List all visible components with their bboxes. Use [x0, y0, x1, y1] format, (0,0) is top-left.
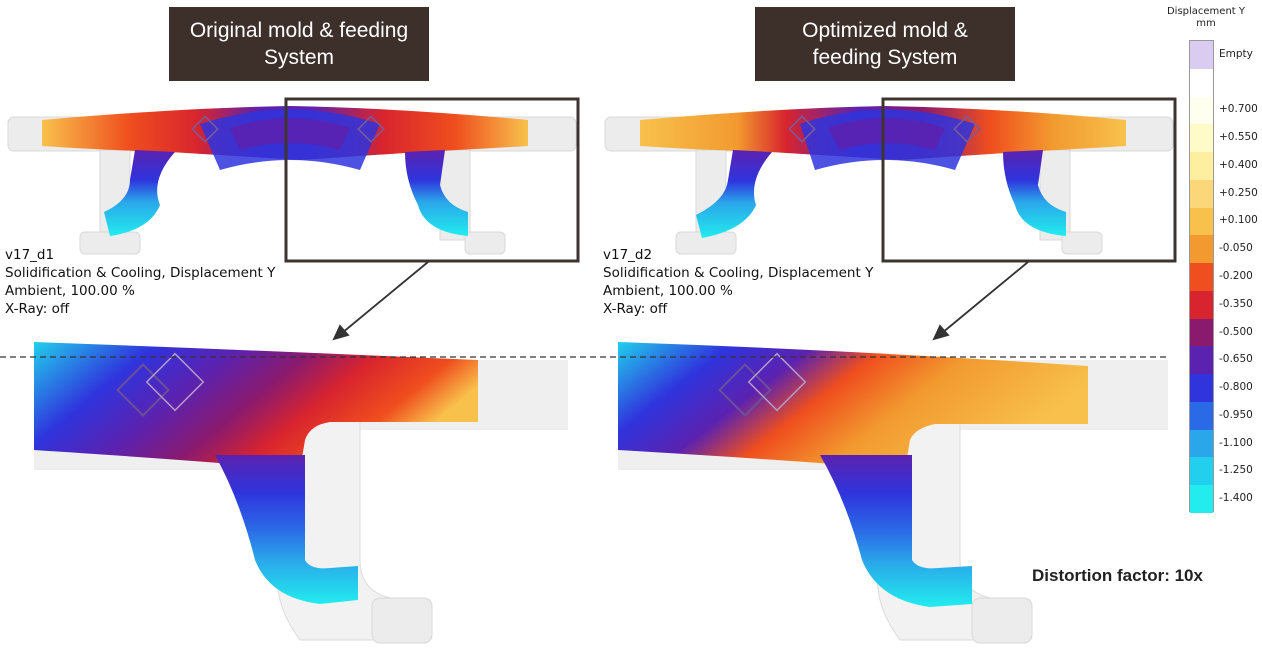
legend-swatch — [1190, 207, 1213, 236]
left-info-block: v17_d1 Solidification & Cooling, Displac… — [5, 246, 275, 318]
right-info-line-1: v17_d2 — [603, 247, 653, 263]
left-overview-part — [7, 106, 577, 255]
legend-label: -0.650 — [1219, 353, 1253, 366]
legend-label: +0.700 — [1219, 103, 1258, 116]
legend-label: -0.500 — [1219, 325, 1253, 338]
left-title-box: Original mold & feeding System — [169, 7, 429, 81]
legend-label: -1.100 — [1219, 436, 1253, 449]
legend-label: +0.250 — [1219, 186, 1258, 199]
legend-swatch — [1190, 124, 1213, 152]
right-zoom-frame — [881, 97, 1177, 263]
legend-swatch — [1190, 485, 1213, 513]
right-title-box: Optimized mold & feeding System — [755, 7, 1015, 81]
legend-swatch — [1190, 179, 1213, 208]
legend-swatch — [1190, 263, 1213, 291]
right-info-block: v17_d2 Solidification & Cooling, Displac… — [603, 246, 873, 318]
legend-title: Displacement Y — [1166, 6, 1246, 17]
left-zoom-detail — [34, 342, 568, 644]
right-zoom-detail — [618, 342, 1168, 644]
legend-swatch — [1190, 96, 1213, 125]
legend-label: Empty — [1219, 47, 1253, 60]
distortion-label: Distortion factor: 10x — [1032, 566, 1203, 585]
legend-label: +0.100 — [1219, 214, 1258, 227]
right-overview-part — [604, 106, 1174, 255]
legend-label: +0.400 — [1219, 158, 1258, 171]
legend-swatch — [1190, 429, 1213, 458]
left-info-line-1: v17_d1 — [5, 247, 55, 263]
legend-label: +0.550 — [1219, 131, 1258, 144]
left-zoom-arrow — [332, 261, 429, 341]
legend-swatch — [1190, 290, 1213, 319]
legend-color-bar — [1189, 40, 1214, 513]
left-info-line-2: Solidification & Cooling, Displacement Y — [5, 265, 276, 281]
right-info-line-3: Ambient, 100.00 % — [603, 283, 733, 299]
legend-swatch — [1190, 346, 1213, 374]
left-title: Original mold & feeding System — [189, 19, 409, 69]
right-info-line-4: X-Ray: off — [603, 301, 668, 317]
legend-swatch — [1190, 68, 1213, 97]
legend-label: -0.050 — [1219, 242, 1253, 255]
legend-title-block: Displacement Y mm — [1160, 6, 1252, 30]
legend-swatch — [1190, 457, 1213, 485]
legend-unit: mm — [1196, 18, 1216, 29]
legend-swatch — [1190, 401, 1213, 430]
legend-label: -0.350 — [1219, 297, 1253, 310]
legend-swatch — [1190, 318, 1213, 347]
legend-swatch — [1190, 152, 1213, 180]
legend-label: -0.200 — [1219, 270, 1253, 282]
left-info-line-4: X-Ray: off — [5, 301, 70, 317]
legend-label: -0.950 — [1219, 408, 1253, 421]
legend-swatch — [1190, 374, 1213, 402]
legend-swatch — [1190, 41, 1213, 69]
left-zoom-frame — [284, 97, 580, 263]
left-info-line-3: Ambient, 100.00 % — [5, 283, 135, 299]
right-title: Optimized mold & feeding System — [802, 19, 968, 69]
legend-label: -1.400 — [1219, 492, 1253, 505]
legend-label: -1.250 — [1219, 464, 1253, 477]
right-info-line-2: Solidification & Cooling, Displacement Y — [603, 265, 874, 281]
legend-swatch — [1190, 235, 1213, 263]
legend-label: -0.800 — [1219, 381, 1253, 394]
right-zoom-arrow — [932, 261, 1029, 341]
